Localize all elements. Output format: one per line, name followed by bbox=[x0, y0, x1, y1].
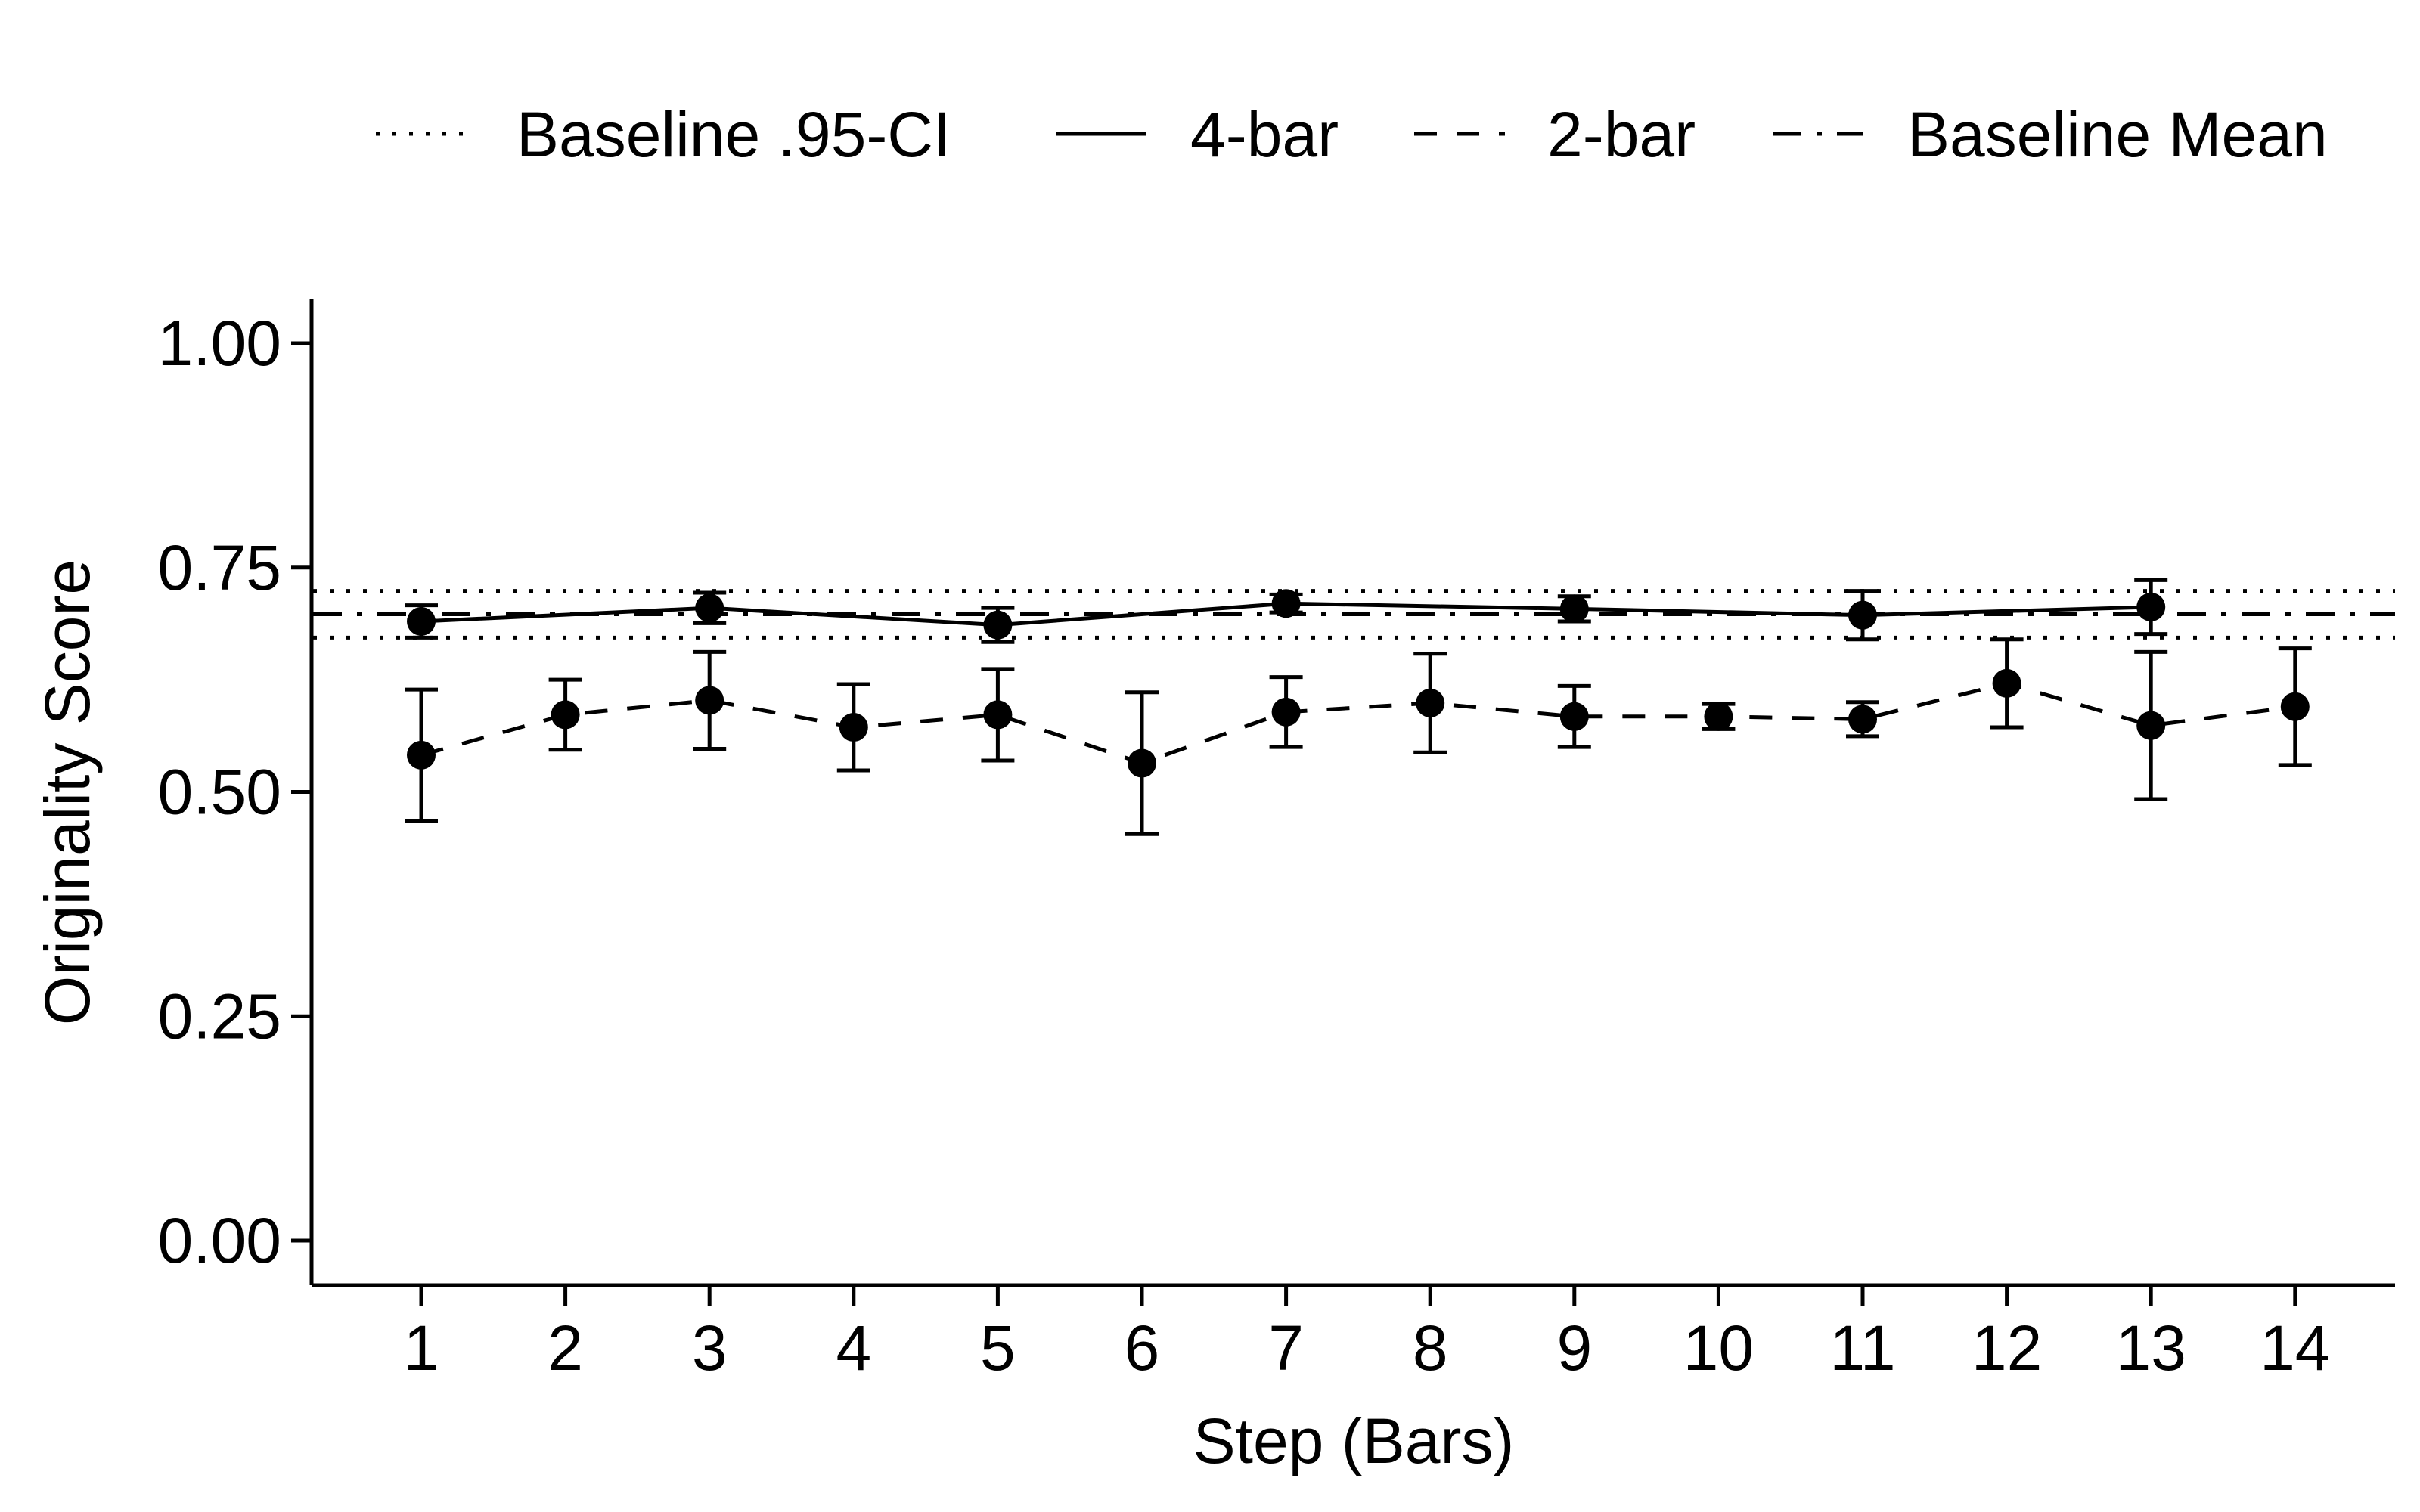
legend: Baseline .95-CI 4-bar 2-bar Baseline Mean bbox=[376, 99, 2328, 170]
x-tick-label: 10 bbox=[1683, 1312, 1754, 1383]
reference-lines bbox=[313, 589, 2395, 640]
x-axis-title: Step (Bars) bbox=[1193, 1405, 1515, 1476]
y-tick-label: 0.50 bbox=[158, 757, 282, 828]
x-tick-label: 8 bbox=[1413, 1312, 1448, 1383]
x-tick-label: 3 bbox=[692, 1312, 728, 1383]
y-axis-title: Originality Score bbox=[32, 559, 103, 1025]
x-tick-label: 11 bbox=[1829, 1312, 1895, 1383]
data-point bbox=[695, 686, 724, 715]
series-layer bbox=[405, 578, 2312, 836]
data-point bbox=[1271, 589, 1301, 618]
data-point bbox=[1559, 594, 1589, 624]
data-point bbox=[695, 593, 724, 623]
x-tick-label: 6 bbox=[1125, 1312, 1160, 1383]
y-tick-label: 0.00 bbox=[158, 1205, 282, 1276]
data-point bbox=[2136, 711, 2166, 740]
y-ticks: 0.00 0.25 0.50 0.75 1.00 bbox=[158, 308, 312, 1276]
x-ticks: 1 2 3 4 5 6 7 8 9 10 11 12 13 14 bbox=[404, 1285, 2331, 1383]
data-point bbox=[1559, 702, 1589, 731]
data-point bbox=[407, 740, 436, 770]
data-point bbox=[983, 700, 1013, 730]
legend-label: Baseline Mean bbox=[1907, 99, 2328, 170]
series-2-bar bbox=[405, 637, 2312, 836]
series-4-bar bbox=[405, 578, 2168, 644]
x-tick-label: 5 bbox=[980, 1312, 1016, 1383]
data-point bbox=[407, 606, 436, 636]
x-tick-label: 1 bbox=[404, 1312, 439, 1383]
legend-label: 2-bar bbox=[1547, 99, 1696, 170]
data-point bbox=[983, 610, 1013, 640]
y-tick-label: 0.25 bbox=[158, 981, 282, 1052]
y-tick-label: 1.00 bbox=[158, 308, 282, 379]
series-line bbox=[420, 681, 2296, 766]
x-tick-label: 13 bbox=[2115, 1312, 2186, 1383]
data-point bbox=[1271, 697, 1301, 727]
data-point bbox=[2136, 592, 2166, 621]
data-point bbox=[551, 700, 580, 730]
data-point bbox=[839, 713, 868, 742]
x-tick-label: 12 bbox=[1972, 1312, 2042, 1383]
y-tick-label: 0.75 bbox=[158, 532, 282, 603]
data-point bbox=[1848, 600, 1877, 630]
legend-label: Baseline .95-CI bbox=[517, 99, 951, 170]
x-tick-label: 9 bbox=[1556, 1312, 1592, 1383]
axes bbox=[309, 299, 2395, 1287]
data-point bbox=[1848, 705, 1877, 734]
legend-label: 4-bar bbox=[1190, 99, 1339, 170]
data-point bbox=[1416, 688, 1445, 717]
x-tick-label: 2 bbox=[548, 1312, 583, 1383]
data-point bbox=[1128, 748, 1156, 778]
x-tick-label: 14 bbox=[2260, 1312, 2330, 1383]
data-point bbox=[1704, 702, 1733, 731]
data-point bbox=[2280, 692, 2310, 721]
data-point bbox=[1992, 668, 2021, 698]
x-tick-label: 4 bbox=[836, 1312, 871, 1383]
x-tick-label: 7 bbox=[1268, 1312, 1304, 1383]
